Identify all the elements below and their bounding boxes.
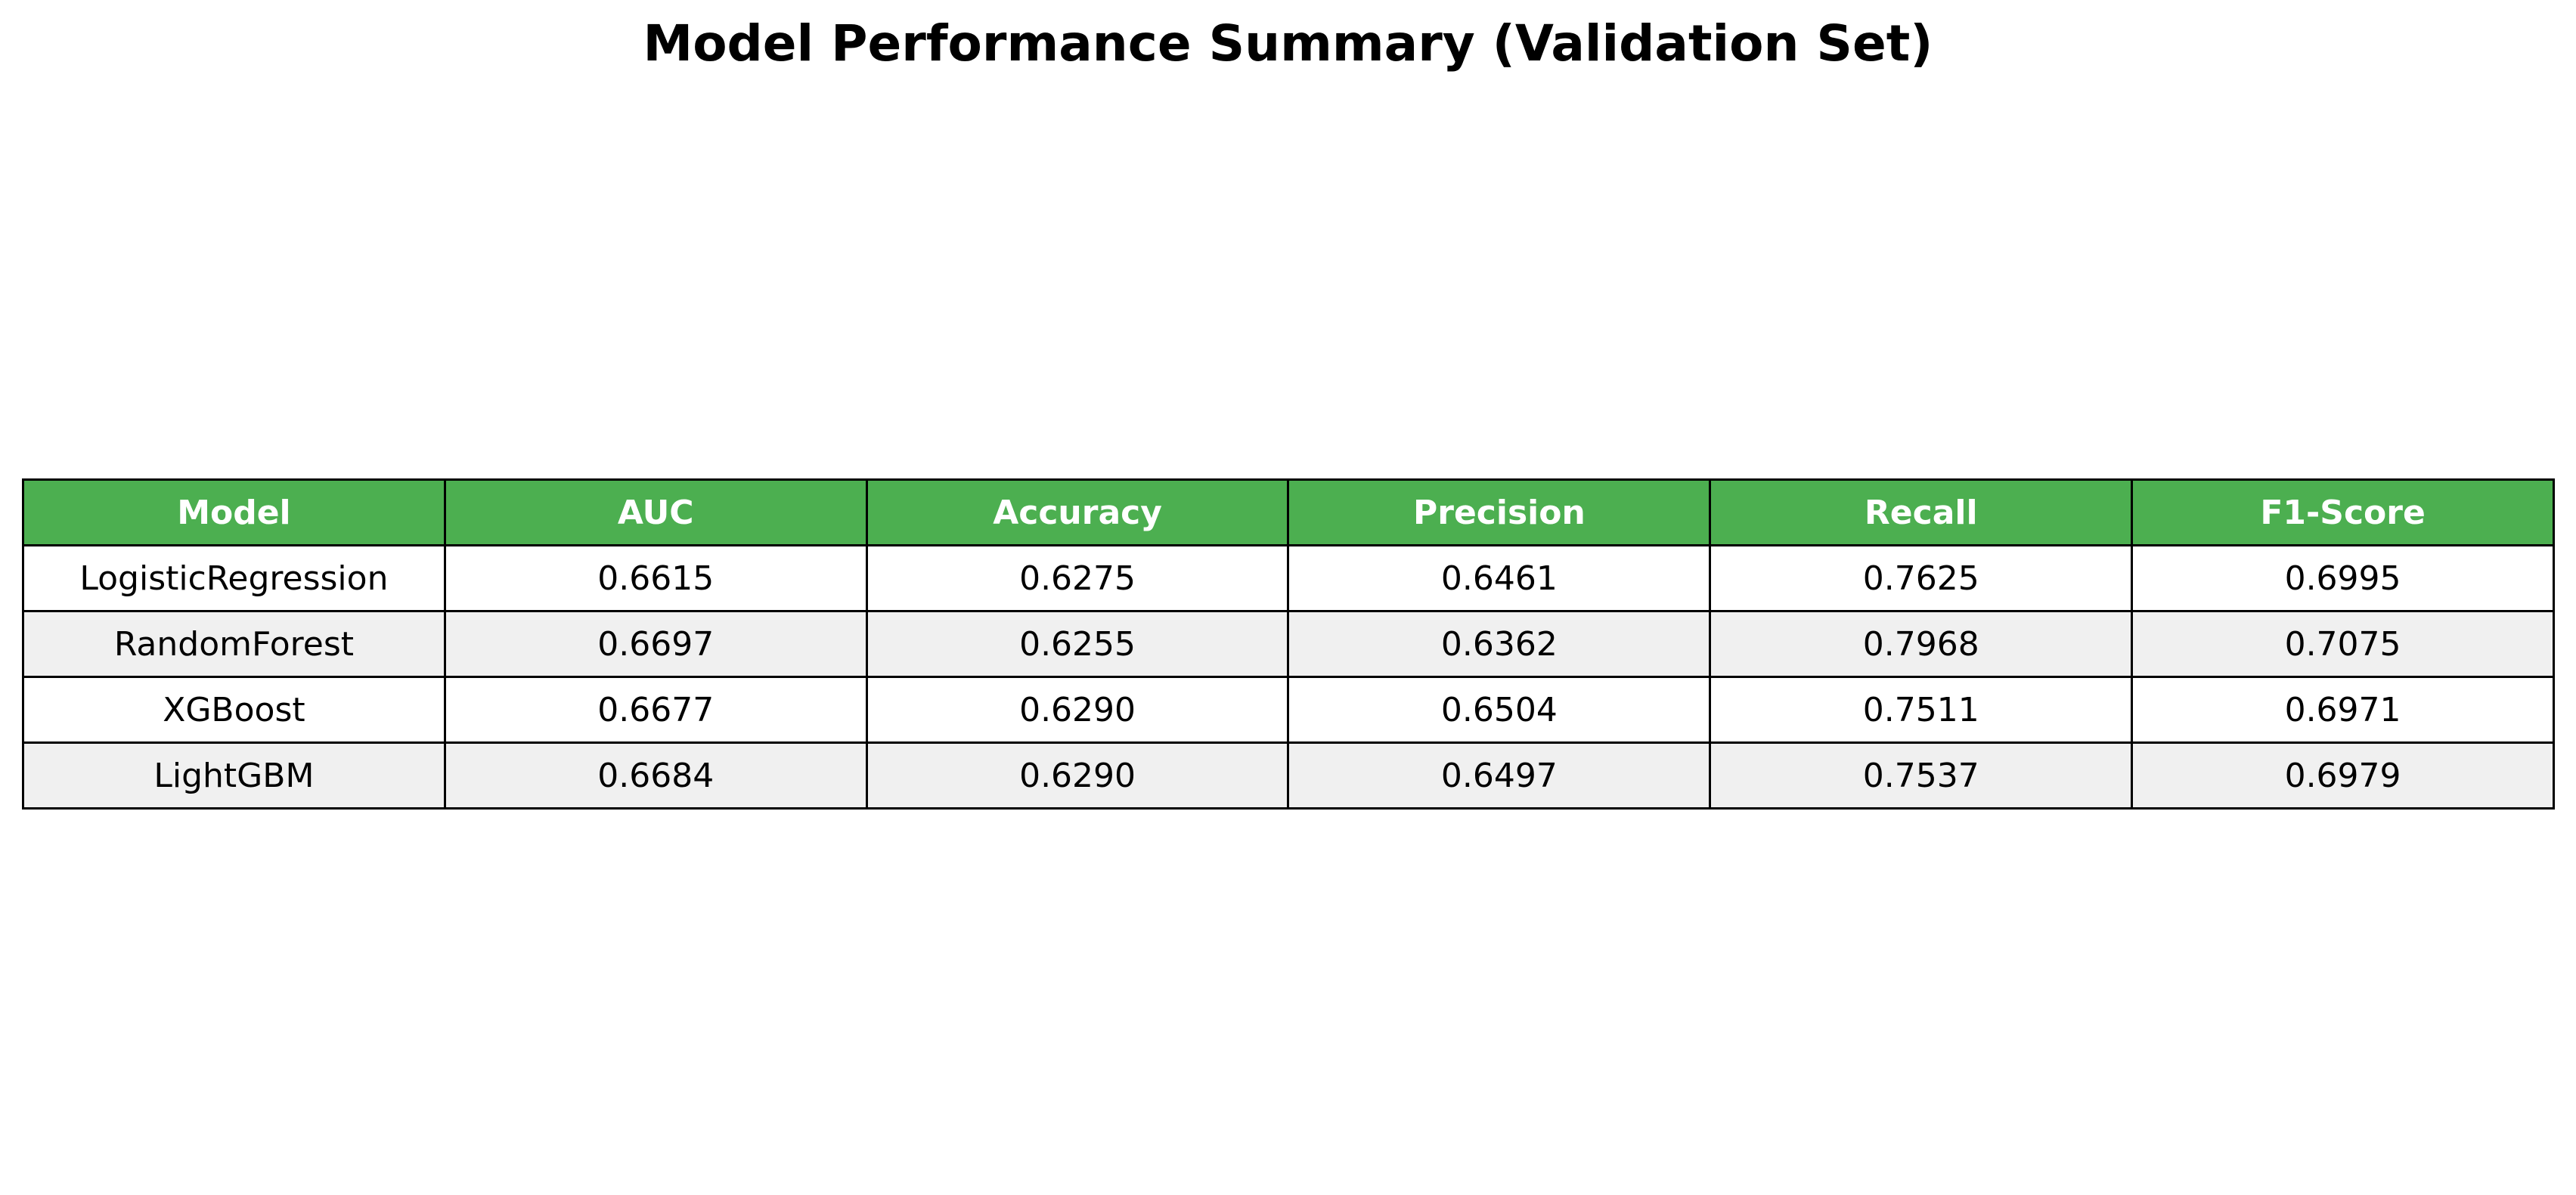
cell-f1-score: 0.6979 — [2131, 741, 2555, 810]
table-row: LogisticRegression 0.6615 0.6275 0.6461 … — [22, 544, 2555, 612]
cell-recall: 0.7511 — [1709, 676, 2134, 744]
table-row: XGBoost 0.6677 0.6290 0.6504 0.7511 0.69… — [22, 676, 2555, 744]
cell-auc: 0.6615 — [443, 544, 868, 612]
header-cell-auc: AUC — [443, 478, 868, 546]
header-row: Model AUC Accuracy Precision Recall F1-S… — [22, 478, 2555, 546]
chart-title: Model Performance Summary (Validation Se… — [643, 14, 1933, 73]
cell-auc: 0.6684 — [443, 741, 868, 810]
metrics-table-container: Model AUC Accuracy Precision Recall F1-S… — [22, 478, 2555, 810]
cell-recall: 0.7537 — [1709, 741, 2134, 810]
cell-precision: 0.6461 — [1287, 544, 1712, 612]
table-header: Model AUC Accuracy Precision Recall F1-S… — [22, 478, 2555, 546]
cell-recall: 0.7625 — [1709, 544, 2134, 612]
cell-accuracy: 0.6255 — [865, 610, 1290, 678]
cell-accuracy: 0.6290 — [865, 676, 1290, 744]
cell-accuracy: 0.6290 — [865, 741, 1290, 810]
table-row: RandomForest 0.6697 0.6255 0.6362 0.7968… — [22, 610, 2555, 678]
header-cell-recall: Recall — [1709, 478, 2134, 546]
cell-model-name: LogisticRegression — [22, 544, 446, 612]
cell-f1-score: 0.7075 — [2131, 610, 2555, 678]
cell-precision: 0.6362 — [1287, 610, 1712, 678]
cell-f1-score: 0.6971 — [2131, 676, 2555, 744]
table-row: LightGBM 0.6684 0.6290 0.6497 0.7537 0.6… — [22, 741, 2555, 810]
cell-auc: 0.6677 — [443, 676, 868, 744]
metrics-table: Model AUC Accuracy Precision Recall F1-S… — [22, 478, 2555, 810]
cell-model-name: XGBoost — [22, 676, 446, 744]
cell-auc: 0.6697 — [443, 610, 868, 678]
cell-precision: 0.6504 — [1287, 676, 1712, 744]
cell-model-name: RandomForest — [22, 610, 446, 678]
cell-model-name: LightGBM — [22, 741, 446, 810]
cell-precision: 0.6497 — [1287, 741, 1712, 810]
cell-recall: 0.7968 — [1709, 610, 2134, 678]
header-cell-precision: Precision — [1287, 478, 1712, 546]
cell-accuracy: 0.6275 — [865, 544, 1290, 612]
cell-f1-score: 0.6995 — [2131, 544, 2555, 612]
header-cell-model: Model — [22, 478, 446, 546]
table-body: LogisticRegression 0.6615 0.6275 0.6461 … — [22, 544, 2555, 810]
header-cell-f1-score: F1-Score — [2131, 478, 2555, 546]
header-cell-accuracy: Accuracy — [865, 478, 1290, 546]
